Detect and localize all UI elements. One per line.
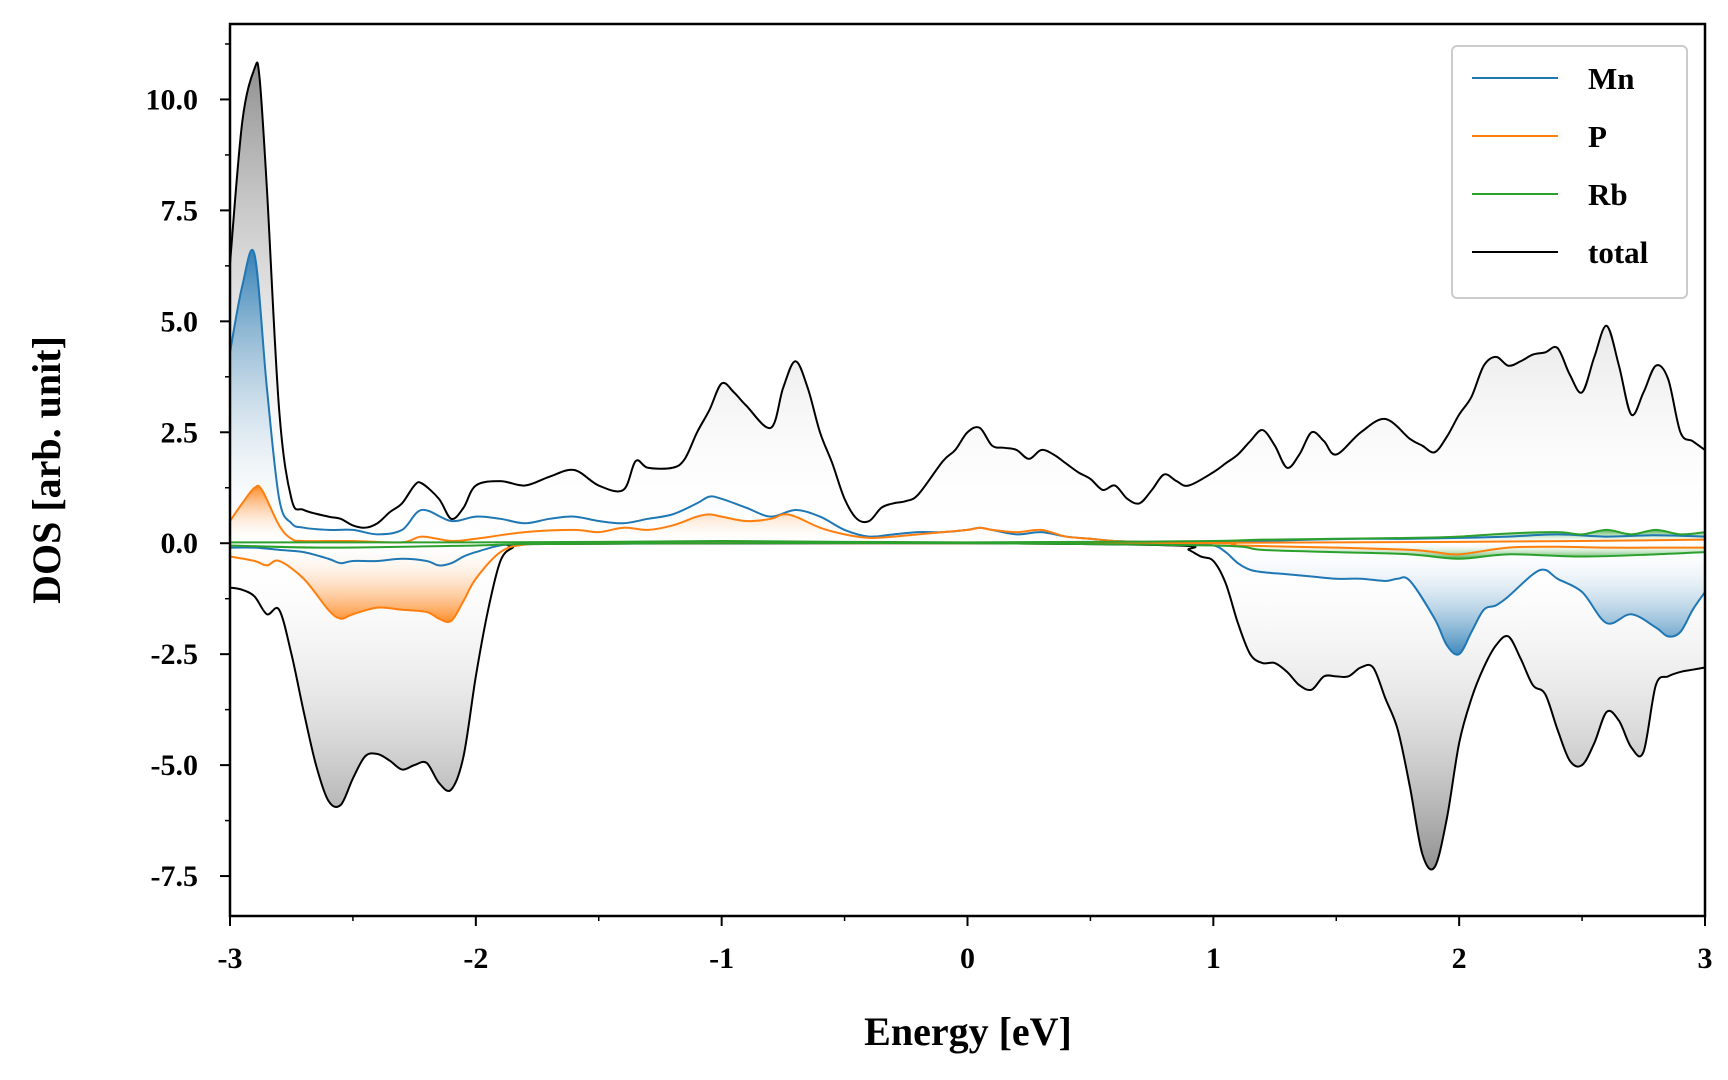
x-tick-label: -2 bbox=[463, 942, 488, 975]
fill-total-up bbox=[230, 62, 1705, 544]
x-axis-label: Energy [eV] bbox=[864, 1009, 1072, 1054]
y-axis-label: DOS [arb. unit] bbox=[24, 336, 69, 604]
y-tick-label: 5.0 bbox=[161, 305, 199, 338]
x-axis: -3 -2 -1 0 1 2 3 bbox=[218, 916, 1713, 975]
x-tick-label: -1 bbox=[709, 942, 734, 975]
legend-label-mn: Mn bbox=[1588, 61, 1635, 96]
line-mn-up bbox=[229, 248, 1706, 544]
x-tick-label: 0 bbox=[960, 942, 975, 975]
line-total-down bbox=[229, 542, 1706, 871]
legend-label-total: total bbox=[1588, 235, 1649, 270]
x-tick-label: -3 bbox=[218, 942, 243, 975]
legend-label-p: P bbox=[1588, 119, 1607, 154]
y-tick-label: -7.5 bbox=[151, 860, 199, 893]
y-tick-label: -5.0 bbox=[151, 749, 199, 782]
series-lines bbox=[229, 61, 1706, 871]
x-tick-label: 3 bbox=[1698, 942, 1713, 975]
fill-mn-down bbox=[230, 543, 1705, 655]
legend-box bbox=[1451, 45, 1688, 299]
legend: Mn P Rb total bbox=[1451, 45, 1688, 299]
line-total-up bbox=[229, 61, 1706, 529]
y-axis: 10.0 7.5 5.0 2.5 0.0 -2.5 -5.0 -7.5 bbox=[146, 43, 230, 893]
line-mn-down bbox=[229, 542, 1706, 656]
fill-total-down bbox=[230, 543, 1705, 870]
fill-p-up bbox=[230, 485, 1705, 544]
x-tick-label: 2 bbox=[1452, 942, 1467, 975]
line-rb-down bbox=[229, 542, 1706, 560]
y-tick-label: -2.5 bbox=[151, 638, 199, 671]
line-rb-up bbox=[230, 528, 1706, 544]
x-tick-label: 1 bbox=[1206, 942, 1221, 975]
y-tick-label: 7.5 bbox=[161, 194, 199, 227]
y-tick-label: 2.5 bbox=[161, 416, 199, 449]
y-tick-label: 10.0 bbox=[146, 83, 199, 116]
y-tick-label: 0.0 bbox=[161, 527, 199, 560]
fill-p-down bbox=[230, 543, 1705, 623]
legend-label-rb: Rb bbox=[1588, 177, 1628, 212]
